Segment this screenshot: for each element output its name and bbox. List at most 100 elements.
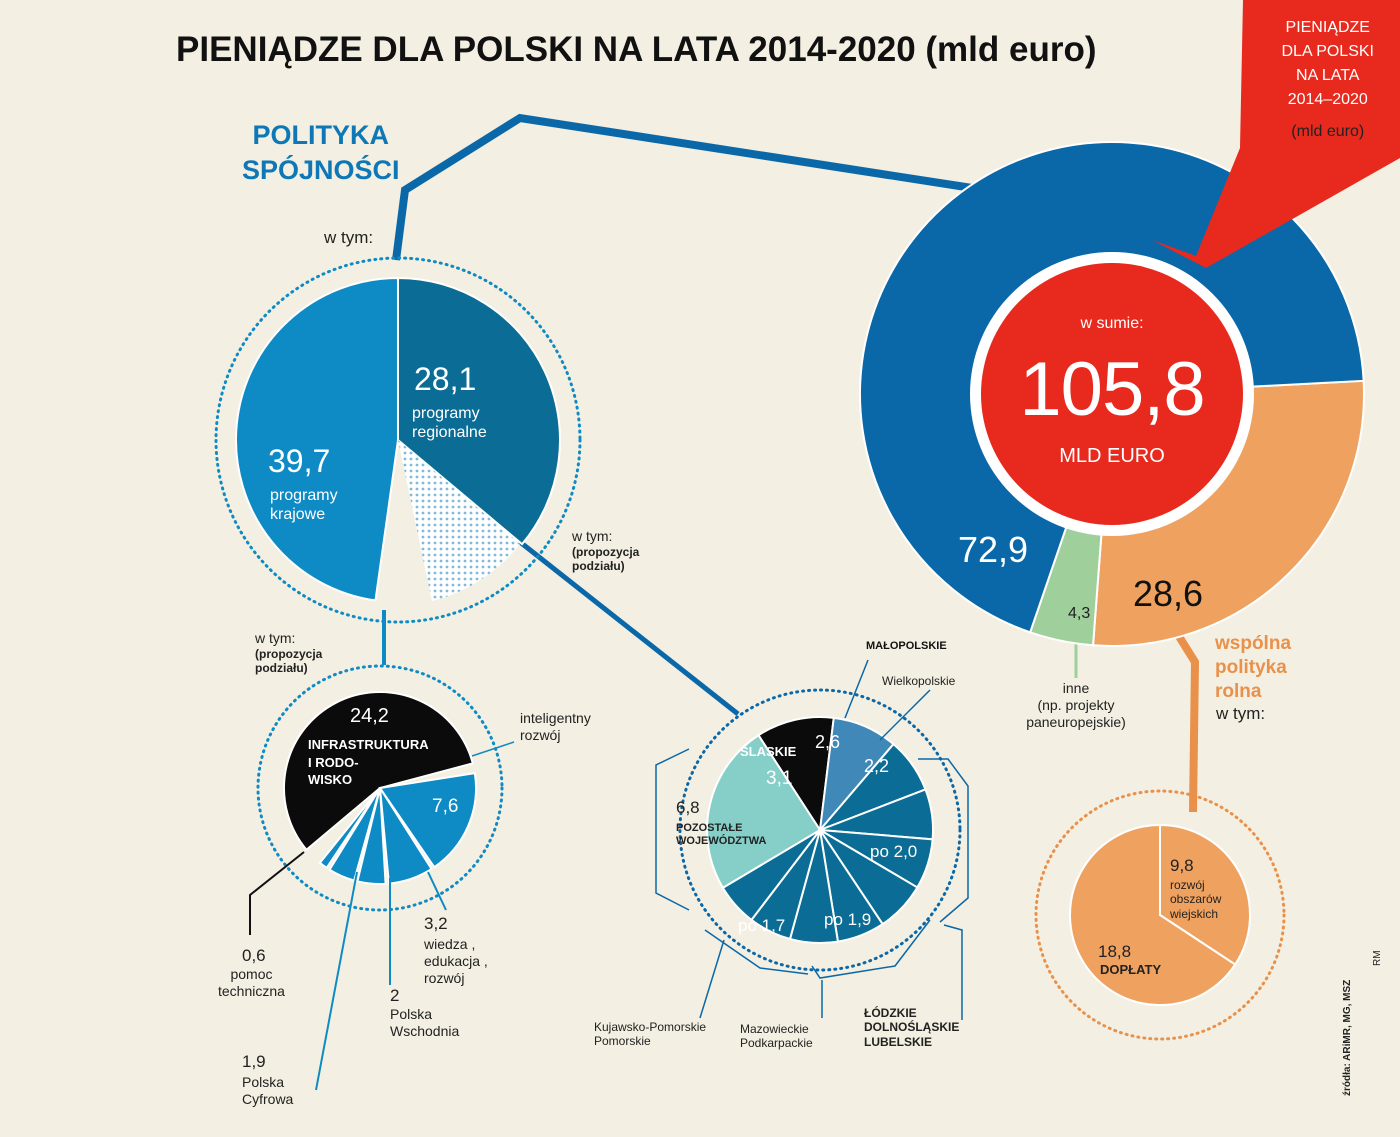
leader-tech — [249, 851, 305, 935]
payments-label: DOPŁATY — [1100, 962, 1162, 977]
regional-bracket-bottom — [811, 919, 931, 979]
national-split-line-1: w tym: — [255, 630, 296, 646]
ribbon-shape — [1152, 0, 1400, 268]
rest-value: 6,8 — [676, 798, 700, 817]
east-line-2: Wschodnia — [390, 1022, 460, 1039]
knowledge-line-2: edukacja , — [424, 952, 488, 969]
leader-digital — [315, 871, 358, 1091]
malopolskie-value: 2,6 — [815, 732, 841, 752]
leader-wielkopolskie — [879, 689, 931, 741]
national-slice-east — [356, 787, 387, 885]
infrastructure-value: 24,2 — [350, 705, 389, 727]
wielkopolskie-label: Wielkopolskie — [882, 674, 956, 688]
total-value: 105,8 — [1019, 347, 1205, 432]
regional-bracket-right — [918, 758, 969, 923]
rural-value: 9,8 — [1170, 856, 1194, 875]
ldl-line-1: ŁÓDZKIE — [864, 1006, 917, 1020]
ldl-line-3: LUBELSKIE — [864, 1034, 933, 1049]
cap-total-value: 28,6 — [1133, 573, 1204, 614]
total-center — [981, 263, 1243, 525]
source-note: źródła: ARiMR, MG, MSZ — [1342, 979, 1353, 1096]
infrastructure-line-2: I RODO- — [308, 754, 359, 770]
rural-label: rozwój obszarów wiejskich — [1170, 878, 1221, 921]
other-value: 4,3 — [1068, 605, 1091, 622]
digital-value: 1,9 — [242, 1052, 266, 1071]
regional-split-line-2: (propozycja — [572, 544, 640, 559]
cohesion-heading-2: SPÓJNOŚCI — [242, 155, 400, 186]
agri-pie — [1069, 823, 1251, 1006]
national-slice-digital — [328, 787, 381, 882]
other-line-1: inne — [1062, 680, 1090, 696]
regional-pie — [706, 716, 934, 944]
cap-heading-3: rolna — [1215, 680, 1262, 702]
ldl-label: ŁÓDZKIE DOLNOŚLĄSKIE LUBELSKIE — [864, 1006, 959, 1049]
smart-label: inteligentny rozwój — [520, 710, 591, 744]
ldl-line-2: DOLNOŚLĄSKIE — [864, 1020, 960, 1035]
po-19-value: po 1,9 — [824, 910, 872, 929]
regional-connector — [518, 540, 740, 716]
tech-line-2: techniczna — [218, 982, 285, 999]
rural-line-3: wiejskich — [1170, 906, 1219, 921]
digital-line-1: Polska — [242, 1074, 285, 1090]
infrastructure-line-3: WISKO — [308, 772, 353, 788]
other-line-3: paneuropejskie) — [1026, 713, 1126, 730]
national-split-line-2: (propozycja — [255, 646, 323, 661]
regional-slice-10 — [706, 733, 822, 890]
cohesion-slice-national — [235, 276, 399, 602]
national-programs-line-2: krajowe — [270, 506, 326, 524]
national-slice-tech — [318, 787, 381, 870]
kp-line-1: Kujawsko-Pomorskie — [594, 1020, 707, 1034]
agri-slice-payments — [1069, 823, 1237, 1006]
regional-programs-line-1: programy — [412, 405, 480, 422]
cap-heading-2: polityka — [1215, 656, 1287, 678]
other-line-2: (np. projekty — [1037, 696, 1115, 713]
slaskie-value: 3,1 — [766, 768, 793, 789]
rural-line-1: rozwój — [1170, 878, 1205, 892]
leader-malopolskie — [844, 659, 869, 719]
east-line-1: Polska — [390, 1006, 433, 1022]
total-prefix: w sumie: — [1080, 315, 1144, 332]
knowledge-value: 3,2 — [424, 914, 448, 933]
leader-know — [427, 871, 447, 911]
smart-line-2: rozwój — [520, 726, 561, 743]
credit-note: RM — [1372, 950, 1383, 966]
regional-split-note: w tym: (propozycja podziału) — [572, 528, 639, 574]
regional-programs-label: programy regionalne — [412, 404, 487, 442]
po-17-value: po 1,7 — [738, 916, 786, 935]
kp-label: Kujawsko-Pomorskie Pomorskie — [594, 1020, 706, 1049]
cohesion-w-tym: w tym: — [324, 228, 374, 247]
national-slice-knowledge — [379, 787, 433, 885]
mp-label: Mazowieckie Podkarpackie — [740, 1022, 813, 1051]
national-ring — [256, 664, 504, 912]
cohesion-pie — [235, 276, 561, 602]
mp-line-2: Podkarpackie — [740, 1036, 813, 1051]
digital-line-2: Cyfrowa — [242, 1090, 294, 1107]
digital-label: Polska Cyfrowa — [242, 1074, 293, 1108]
smart-value: 7,6 — [432, 796, 459, 817]
tech-label: pomoc techniczna — [218, 966, 285, 1000]
mp-line-1: Mazowieckie — [740, 1022, 809, 1036]
cap-heading: wspólna polityka rolna — [1215, 632, 1291, 703]
rest-label: POZOSTAŁE WOJEWÓDZTWA — [676, 822, 766, 848]
regional-split-line-1: w tym: — [572, 528, 613, 544]
leader-kp — [699, 939, 725, 1019]
national-programs-value: 39,7 — [268, 443, 331, 479]
regional-split-line-3: podziału) — [572, 559, 625, 574]
national-programs-label: programy krajowe — [270, 486, 338, 524]
cohesion-heading-1: POLITYKA — [252, 120, 390, 150]
infrastructure-label: INFRASTRUKTURA I RODO- WISKO — [308, 736, 429, 789]
cohesion-gap-hatch — [398, 440, 520, 601]
smart-line-1: inteligentny — [520, 710, 591, 726]
national-programs-line-1: programy — [270, 487, 338, 504]
wielkopolskie-value: 2,2 — [864, 756, 890, 776]
tech-line-1: pomoc — [230, 966, 273, 982]
cohesion-slice-regional — [397, 276, 561, 546]
payments-value: 18,8 — [1098, 942, 1132, 961]
cohesion-connector — [392, 113, 986, 261]
national-split-note: w tym: (propozycja podziału) — [255, 630, 322, 676]
regional-slice-0 — [757, 716, 835, 833]
agri-ring — [1034, 789, 1286, 1041]
knowledge-label: wiedza , edukacja , rozwój — [424, 936, 488, 986]
east-value: 2 — [390, 986, 400, 1005]
other-label: inne (np. projekty paneuropejskie) — [1024, 680, 1128, 730]
